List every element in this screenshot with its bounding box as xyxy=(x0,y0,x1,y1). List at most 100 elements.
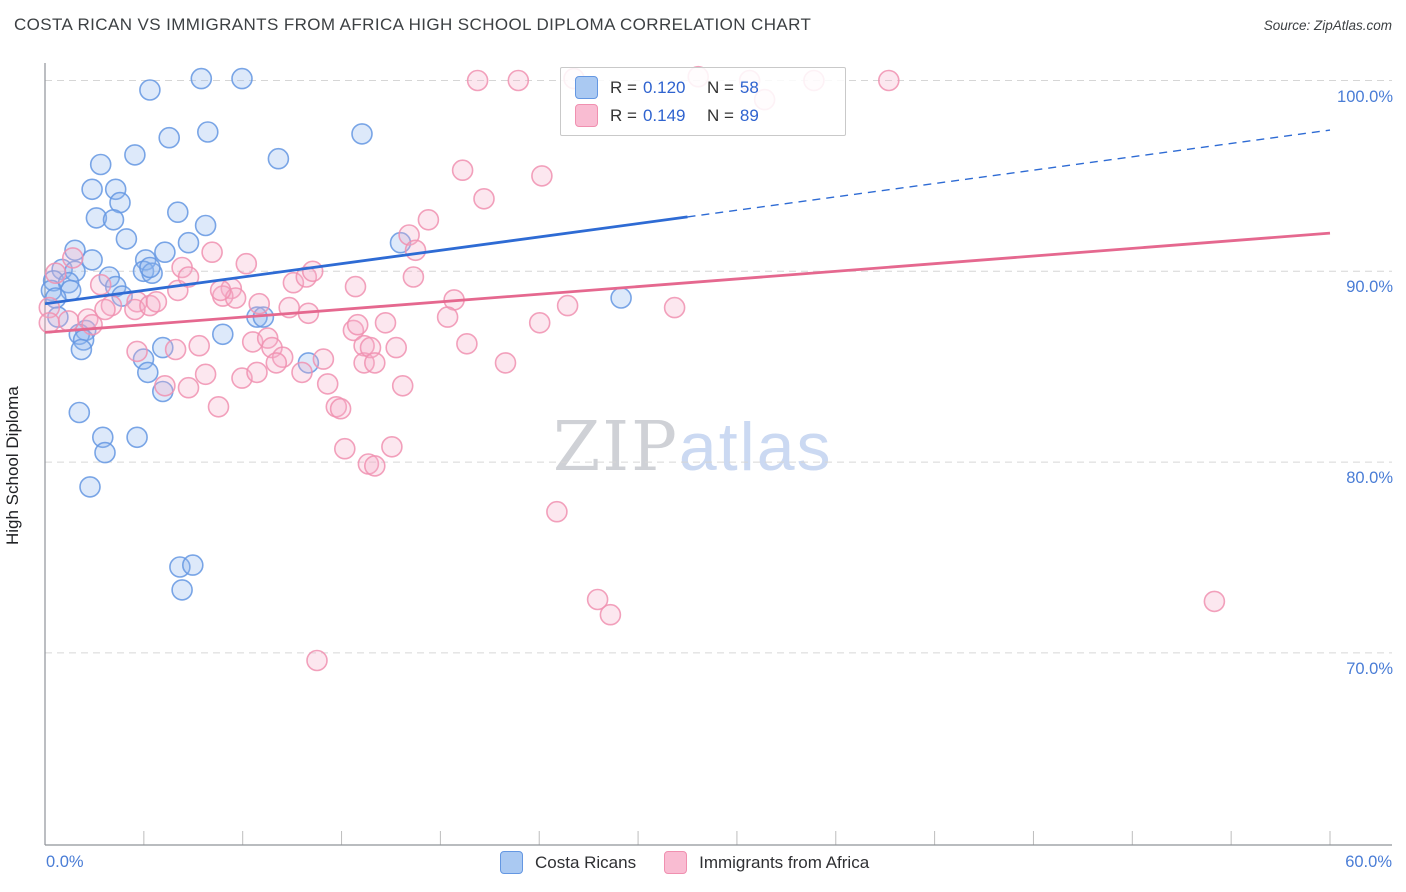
immigrants-from-africa-point xyxy=(38,311,61,334)
costa-ricans-point xyxy=(94,441,116,464)
immigrants-from-africa-point xyxy=(62,247,84,269)
y-tick-label-100: 100.0% xyxy=(1337,88,1393,106)
immigrants-from-africa-point xyxy=(282,271,305,294)
immigrants-from-africa-point xyxy=(306,649,328,672)
immigrants-from-africa-swatch-icon xyxy=(664,851,688,874)
n-value: 89 xyxy=(739,105,759,125)
immigrants-from-africa-point xyxy=(154,374,176,397)
immigrants-from-africa-trend-line xyxy=(44,231,1331,334)
source-attribution: Source: ZipAtlas.com xyxy=(1263,18,1392,33)
immigrants-from-africa-point xyxy=(209,279,232,302)
correlation-legend-box: R = 0.120 N = 58 R = 0.149 N = 89 xyxy=(560,67,846,136)
immigrants-from-africa-point xyxy=(346,313,369,336)
legend-item-label: Immigrants from Africa xyxy=(699,852,870,872)
costa-ricans-point xyxy=(126,426,148,449)
costa-ricans-swatch-icon xyxy=(500,851,523,874)
x-tick-label-0: 0.0% xyxy=(46,853,84,871)
immigrants-from-africa-point xyxy=(291,361,313,384)
immigrants-from-africa-point xyxy=(312,348,335,370)
immigrants-from-africa-point xyxy=(417,209,440,231)
immigrants-from-africa-point xyxy=(333,437,356,460)
immigrants-from-africa-point xyxy=(494,352,517,374)
costa-ricans-point xyxy=(139,79,161,101)
costa-ricans-point xyxy=(102,209,125,231)
y-tick-label-80: 80.0% xyxy=(1346,469,1393,487)
r-label: R = xyxy=(610,77,637,97)
immigrants-from-africa-point xyxy=(456,332,478,355)
immigrants-from-africa-point xyxy=(201,241,223,263)
costa-ricans-point xyxy=(124,144,146,166)
costa-ricans-point xyxy=(154,241,176,263)
zipatlas-watermark: ZIPatlas xyxy=(553,408,833,487)
immigrants-from-africa-point xyxy=(436,306,459,328)
legend-row-immigrants-from-africa: R = 0.149 N = 89 xyxy=(575,104,833,127)
watermark-atlas-text: atlas xyxy=(678,409,833,485)
costa-ricans-point xyxy=(351,123,373,145)
costa-ricans-point xyxy=(182,554,204,576)
immigrants-from-africa-point xyxy=(194,363,217,386)
immigrants-from-africa-point xyxy=(329,397,352,420)
immigrants-from-africa-point xyxy=(316,373,339,395)
costa-ricans-trend-line xyxy=(44,215,688,306)
immigrants-from-africa-point xyxy=(44,262,67,285)
immigrants-from-africa-point xyxy=(139,294,161,317)
costa-ricans-point xyxy=(190,67,213,90)
series-legend: Costa Ricans Immigrants from Africa xyxy=(500,851,869,874)
costa-ricans-point xyxy=(139,256,161,279)
immigrants-from-africa-point xyxy=(663,296,686,319)
immigrants-from-africa-point xyxy=(381,435,403,458)
immigrants-from-africa-point xyxy=(177,266,200,288)
immigrants-from-africa-point xyxy=(235,252,258,275)
immigrants-from-africa-point xyxy=(466,69,489,92)
costa-ricans-point xyxy=(267,147,290,170)
costa-ricans-point xyxy=(81,249,103,271)
immigrants-from-africa-point xyxy=(57,310,80,332)
costa-ricans-point xyxy=(115,228,138,250)
immigrants-from-africa-point xyxy=(164,338,187,361)
immigrants-from-africa-point xyxy=(402,266,425,288)
immigrants-from-africa-point xyxy=(507,69,530,92)
immigrants-from-africa-point xyxy=(599,603,622,626)
immigrants-from-africa-point xyxy=(391,374,414,397)
immigrants-from-africa-point xyxy=(265,352,288,374)
immigrants-from-africa-point xyxy=(473,188,495,210)
immigrants-from-africa-point xyxy=(546,500,568,523)
immigrants-from-africa-point xyxy=(301,260,324,283)
immigrants-from-africa-point xyxy=(145,290,168,313)
costa-ricans-point xyxy=(167,201,189,223)
legend-item-label: Costa Ricans xyxy=(535,852,637,872)
r-label: R = xyxy=(610,105,637,125)
y-axis-title: High School Diploma xyxy=(3,386,22,545)
costa-ricans-point xyxy=(85,207,108,229)
watermark-zip-text: ZIP xyxy=(553,408,679,487)
legend-row-costa-ricans: R = 0.120 N = 58 xyxy=(575,76,833,99)
n-label: N = xyxy=(706,77,734,97)
immigrants-from-africa-point xyxy=(188,334,210,357)
costa-ricans-point xyxy=(68,401,91,424)
n-label: N = xyxy=(706,105,734,125)
immigrants-from-africa-point xyxy=(207,395,230,418)
r-value: 0.120 xyxy=(642,77,686,97)
costa-ricans-point xyxy=(194,214,217,237)
immigrants-from-africa-point xyxy=(586,588,609,611)
costa-ricans-point xyxy=(79,476,101,498)
legend-item-immigrants-from-africa: Immigrants from Africa xyxy=(664,851,869,874)
costa-ricans-point xyxy=(89,153,112,176)
immigrants-from-africa-point xyxy=(556,294,579,317)
costa-ricans-point xyxy=(177,231,200,254)
legend-item-costa-ricans: Costa Ricans xyxy=(500,851,636,874)
costa-ricans-point xyxy=(137,361,159,384)
immigrants-from-africa-point xyxy=(94,298,116,321)
costa-ricans-point xyxy=(81,178,103,201)
n-value: 58 xyxy=(739,77,759,97)
immigrants-from-africa-point xyxy=(177,376,200,399)
costa-ricans-point xyxy=(231,67,253,90)
immigrants-from-africa-point xyxy=(246,361,268,384)
costa-ricans-point xyxy=(70,338,93,361)
immigrants-from-africa-point xyxy=(1203,590,1226,613)
immigrants-from-africa-point xyxy=(877,69,900,92)
costa-ricans-swatch-icon xyxy=(575,76,598,99)
immigrants-from-africa-point xyxy=(528,311,551,334)
